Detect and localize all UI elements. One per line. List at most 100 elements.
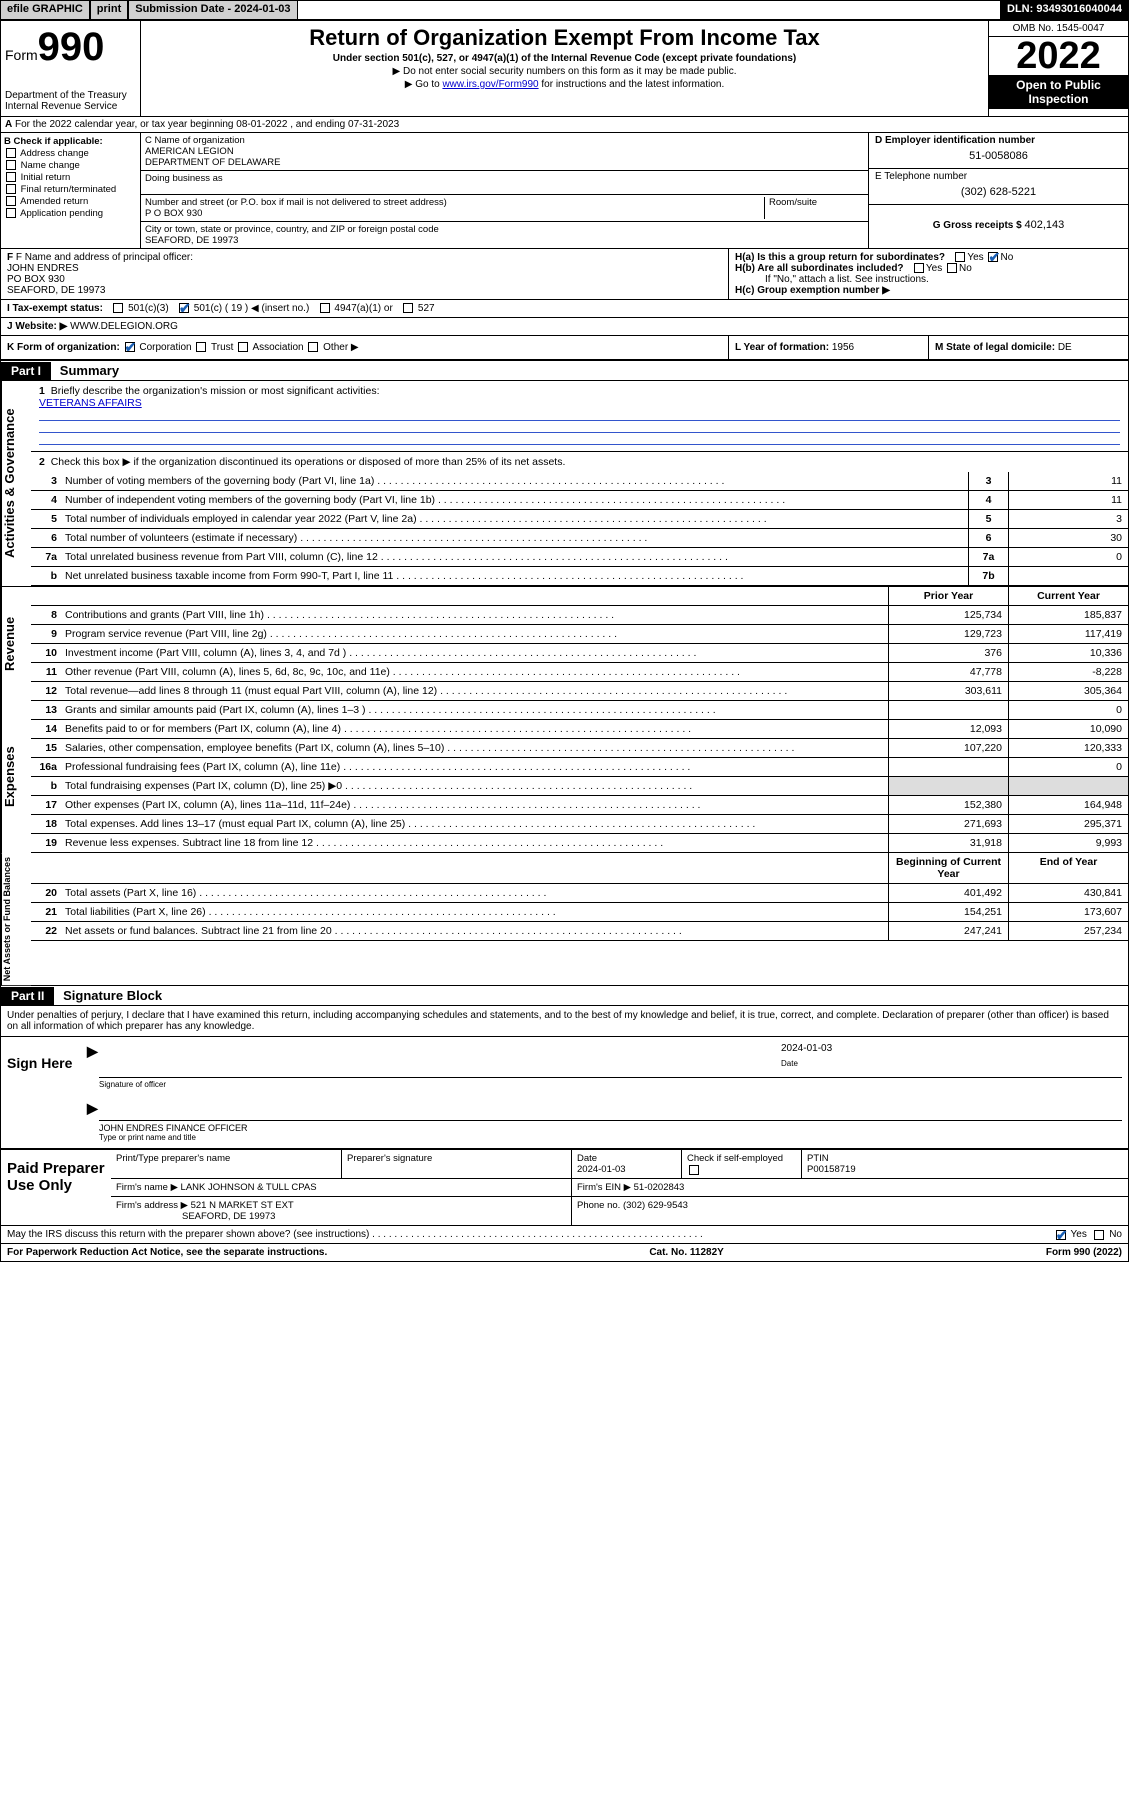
dln-label: DLN: 93493016040044 (1000, 0, 1129, 20)
sign-here-label: Sign Here (1, 1037, 81, 1148)
name-caption: Type or print name and title (99, 1133, 1122, 1142)
irs-link[interactable]: www.irs.gov/Form990 (442, 79, 538, 90)
row-a-tax-year: A For the 2022 calendar year, or tax yea… (1, 117, 1128, 133)
row-j-website: J Website: ▶ WWW.DELEGION.ORG (1, 318, 1128, 336)
cb-discuss-no[interactable] (1094, 1230, 1104, 1240)
expense-row: 14Benefits paid to or for members (Part … (31, 720, 1128, 739)
expense-row: 15Salaries, other compensation, employee… (31, 739, 1128, 758)
summary-row: 5Total number of individuals employed in… (31, 510, 1128, 529)
summary-row: bNet unrelated business taxable income f… (31, 567, 1128, 586)
cb-527[interactable] (403, 303, 413, 313)
cat-number: Cat. No. 11282Y (649, 1247, 723, 1258)
irs-discuss-row: May the IRS discuss this return with the… (1, 1226, 1128, 1244)
sig-caption: Signature of officer (99, 1080, 1122, 1089)
col-b-head: B Check if applicable: (4, 136, 137, 147)
netassets-row: 21Total liabilities (Part X, line 26)154… (31, 903, 1128, 922)
goto-post: for instructions and the latest informat… (539, 79, 725, 90)
officer-name: JOHN ENDRES (7, 263, 722, 274)
cb-name-change[interactable]: Name change (4, 160, 137, 171)
sign-content: ▶ 2024-01-03 Signature of officer Date ▶… (81, 1037, 1128, 1148)
cb-initial-return[interactable]: Initial return (4, 172, 137, 183)
netassets-row: 22Net assets or fund balances. Subtract … (31, 922, 1128, 941)
efile-graphic-button[interactable]: efile GRAPHIC (0, 0, 90, 20)
vtab-netassets: Net Assets or Fund Balances (1, 853, 31, 985)
grid-bce: B Check if applicable: Address change Na… (1, 133, 1128, 248)
cb-corp[interactable] (125, 342, 135, 352)
print-button[interactable]: print (90, 0, 128, 20)
summary-row: 3Number of voting members of the governi… (31, 472, 1128, 491)
arrow-icon: ▶ (87, 1043, 98, 1059)
row-a-text: For the 2022 calendar year, or tax year … (15, 119, 399, 130)
box-org-name: C Name of organization AMERICAN LEGION D… (141, 133, 868, 171)
form-num-990: 990 (38, 25, 105, 69)
cb-501c[interactable] (179, 303, 189, 313)
form-body: Form990 Department of the Treasury Inter… (0, 20, 1129, 1262)
cb-other[interactable] (308, 342, 318, 352)
firm-phone-cell: Phone no. (302) 629-9543 (571, 1197, 1128, 1225)
cb-assoc[interactable] (238, 342, 248, 352)
vtab-expenses: Expenses (1, 701, 31, 853)
q1-mission: 1 Briefly describe the organization's mi… (31, 381, 1128, 452)
col-e-ids: D Employer identification number 51-0058… (868, 133, 1128, 248)
box-ein: D Employer identification number 51-0058… (869, 133, 1128, 169)
revenue-section: Revenue Prior Year Current Year 8Contrib… (1, 586, 1128, 701)
cb-4947[interactable] (320, 303, 330, 313)
cb-final-return[interactable]: Final return/terminated (4, 184, 137, 195)
expenses-section: Expenses 13Grants and similar amounts pa… (1, 701, 1128, 853)
part-1-title: Summary (54, 361, 125, 380)
header-center: Return of Organization Exempt From Incom… (141, 21, 988, 116)
form-word: Form (5, 47, 38, 63)
org-name-2: DEPARTMENT OF DELAWARE (145, 157, 864, 168)
beginning-year-header: Beginning of Current Year (888, 853, 1008, 883)
form-ref: Form 990 (2022) (1046, 1247, 1122, 1258)
m-state-domicile: M State of legal domicile: DE (928, 336, 1128, 359)
underline (39, 411, 1120, 421)
website-value: WWW.DELEGION.ORG (70, 321, 178, 332)
officer-addr2: SEAFORD, DE 19973 (7, 285, 722, 296)
box-dba: Doing business as (141, 171, 868, 195)
cb-hb-yes[interactable] (914, 263, 924, 273)
sign-date: 2024-01-03 (781, 1043, 832, 1054)
cb-discuss-yes[interactable] (1056, 1230, 1066, 1240)
c-label: C Name of organization (145, 135, 864, 146)
prep-date-cell: Date2024-01-03 (571, 1150, 681, 1178)
submission-date: Submission Date - 2024-01-03 (128, 0, 297, 20)
expense-row: bTotal fundraising expenses (Part IX, co… (31, 777, 1128, 796)
cb-amended-return[interactable]: Amended return (4, 196, 137, 207)
dept-treasury: Department of the Treasury (5, 90, 136, 101)
col-c-org-info: C Name of organization AMERICAN LEGION D… (141, 133, 868, 248)
cb-501c3[interactable] (113, 303, 123, 313)
underline (39, 435, 1120, 445)
goto-pre: ▶ Go to (405, 79, 443, 90)
q1-answer-link[interactable]: VETERANS AFFAIRS (39, 397, 142, 409)
cb-self-employed[interactable] (689, 1165, 699, 1175)
openpub-line2: Inspection (1028, 92, 1088, 106)
city-label: City or town, state or province, country… (145, 224, 864, 235)
expense-row: 19Revenue less expenses. Subtract line 1… (31, 834, 1128, 853)
tax-year: 2022 (989, 37, 1128, 75)
phone-value: (302) 628-5221 (875, 182, 1122, 202)
prep-name-label: Print/Type preparer's name (111, 1150, 341, 1178)
gross-value: 402,143 (1024, 219, 1064, 231)
city-value: SEAFORD, DE 19973 (145, 235, 864, 246)
box-phone: E Telephone number (302) 628-5221 (869, 169, 1128, 205)
expense-row: 18Total expenses. Add lines 13–17 (must … (31, 815, 1128, 834)
underline (39, 423, 1120, 433)
cb-address-change[interactable]: Address change (4, 148, 137, 159)
room-suite-label: Room/suite (764, 197, 864, 219)
cb-hb-no[interactable] (947, 263, 957, 273)
signature-line (99, 1076, 1122, 1078)
summary-row: 4Number of independent voting members of… (31, 491, 1128, 510)
form-title: Return of Organization Exempt From Incom… (145, 25, 984, 51)
cb-ha-no[interactable] (988, 252, 998, 262)
form-subtitle-3: ▶ Go to www.irs.gov/Form990 for instruct… (145, 79, 984, 90)
name-line (99, 1119, 1122, 1121)
cb-trust[interactable] (196, 342, 206, 352)
revenue-row: 8Contributions and grants (Part VIII, li… (31, 606, 1128, 625)
q2-text: Check this box ▶ if the organization dis… (51, 456, 566, 468)
f-label: F Name and address of principal officer: (16, 252, 193, 263)
j-label: J Website: ▶ (7, 321, 67, 332)
paid-preparer-label: Paid Preparer Use Only (1, 1150, 111, 1225)
cb-application-pending[interactable]: Application pending (4, 208, 137, 219)
cb-ha-yes[interactable] (955, 252, 965, 262)
